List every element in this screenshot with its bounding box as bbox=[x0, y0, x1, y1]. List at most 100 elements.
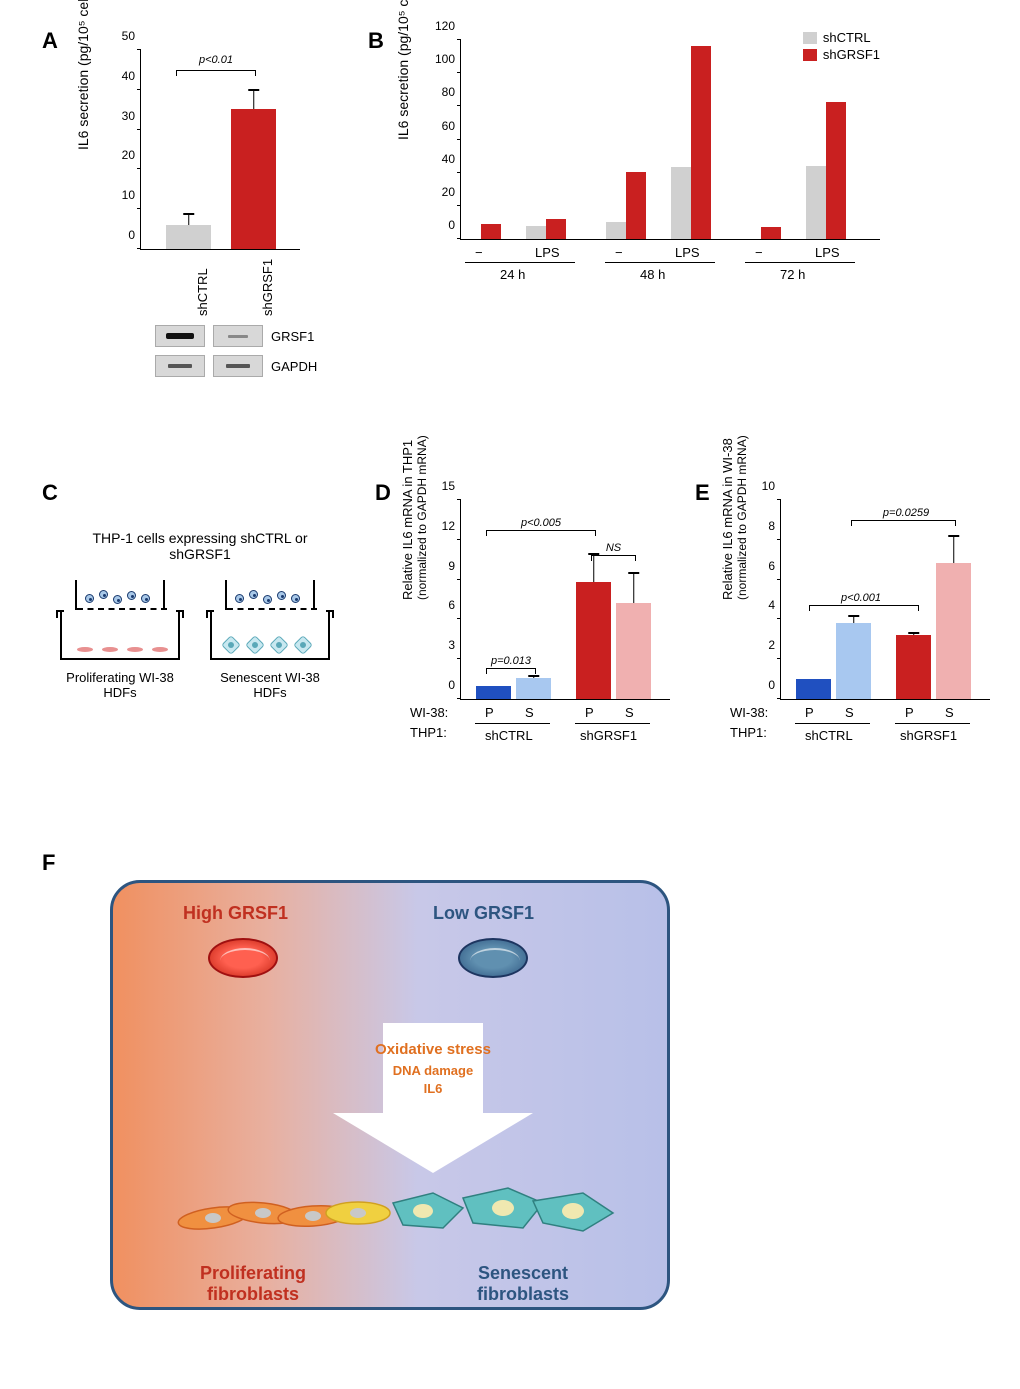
b-bar bbox=[526, 226, 546, 239]
e-ylab: 0 bbox=[768, 678, 781, 692]
d-cat: S bbox=[525, 705, 534, 720]
e-group-line bbox=[895, 723, 970, 724]
blot-lane bbox=[213, 325, 263, 347]
e-bar bbox=[936, 563, 971, 699]
d-row2-label: THP1: bbox=[410, 725, 447, 740]
mitochondria-red-icon bbox=[208, 938, 278, 978]
b-ytick bbox=[457, 139, 461, 140]
proliferating-cell-icon bbox=[152, 647, 168, 652]
blot-lane bbox=[213, 355, 263, 377]
e-bar bbox=[796, 679, 831, 699]
a-ytick bbox=[137, 248, 141, 249]
d-cat: S bbox=[625, 705, 634, 720]
thp1-cell-icon bbox=[141, 594, 150, 603]
thp1-cell-icon bbox=[235, 594, 244, 603]
d-ylabel2: (normalized to GAPDH mRNA) bbox=[415, 435, 429, 600]
senescent-cell-icon bbox=[269, 635, 289, 655]
mitochondria-blue-icon bbox=[458, 938, 528, 978]
thp1-cell-icon bbox=[263, 595, 272, 604]
e-row2-label: THP1: bbox=[730, 725, 767, 740]
a-yticklab: 10 bbox=[122, 188, 141, 202]
b-ytick bbox=[457, 238, 461, 239]
a-ytick bbox=[137, 49, 141, 50]
panel-label-d: D bbox=[375, 480, 391, 506]
b-cond: − bbox=[475, 245, 483, 260]
d-ylab: 12 bbox=[442, 519, 461, 533]
panel-b-chart: IL6 secretion (pg/10⁵ cells) shCTRL shGR… bbox=[380, 20, 900, 320]
e-bar bbox=[896, 635, 931, 699]
a-sig-text: p<0.01 bbox=[176, 54, 256, 66]
d-ytick bbox=[457, 698, 461, 699]
b-bar bbox=[806, 166, 826, 239]
b-bar bbox=[546, 219, 566, 239]
b-cond: LPS bbox=[815, 245, 840, 260]
d-sig-line bbox=[486, 668, 536, 669]
a-ylabel: IL6 secretion (pg/10⁵ cells) bbox=[75, 0, 91, 150]
b-time: 48 h bbox=[640, 267, 665, 282]
a-xlabel-shgrsf1: shGRSF1 bbox=[260, 259, 275, 316]
panel-c-diagram: THP-1 cells expressing shCTRL or shGRSF1 bbox=[40, 480, 350, 760]
e-cat: P bbox=[905, 705, 914, 720]
panel-label-f: F bbox=[42, 850, 55, 876]
thp1-cell-icon bbox=[113, 595, 122, 604]
thp1-cell-icon bbox=[277, 591, 286, 600]
b-cond: LPS bbox=[675, 245, 700, 260]
fibroblasts-illustration bbox=[163, 1173, 623, 1253]
a-yticklab: 20 bbox=[122, 148, 141, 162]
a-xlabel-shctrl: shCTRL bbox=[195, 268, 210, 316]
e-plot-area: 0 2 4 6 8 10 p<0.001 p=0.0259 bbox=[780, 500, 990, 700]
c-insert bbox=[225, 580, 315, 610]
e-ylabel2: (normalized to GAPDH mRNA) bbox=[735, 435, 749, 600]
c-well-senescent bbox=[210, 580, 330, 660]
d-ytick bbox=[457, 499, 461, 500]
b-ylab: 20 bbox=[442, 185, 461, 199]
blot-lane bbox=[155, 355, 205, 377]
thp1-cell-icon bbox=[85, 594, 94, 603]
e-ytick bbox=[777, 499, 781, 500]
b-bar bbox=[481, 224, 501, 239]
d-bar bbox=[576, 582, 611, 699]
e-err bbox=[913, 632, 915, 635]
b-ylabel: IL6 secretion (pg/10⁵ cells) bbox=[395, 0, 411, 140]
b-ytick bbox=[457, 172, 461, 173]
e-sig: p=0.0259 bbox=[866, 507, 946, 519]
d-bar bbox=[476, 686, 511, 699]
e-row1-label: WI-38: bbox=[730, 705, 768, 720]
c-well-body bbox=[60, 610, 180, 660]
b-ytick bbox=[457, 205, 461, 206]
a-plot-area: 0 10 20 30 40 50 p<0.01 bbox=[140, 50, 300, 250]
c-well-proliferating bbox=[60, 580, 180, 660]
blot-label: GRSF1 bbox=[271, 329, 314, 344]
e-cat: P bbox=[805, 705, 814, 720]
blot-lane bbox=[155, 325, 205, 347]
d-row1-label: WI-38: bbox=[410, 705, 448, 720]
a-yticklab: 50 bbox=[122, 29, 141, 43]
d-group-line bbox=[475, 723, 550, 724]
arrow-head bbox=[333, 1113, 533, 1173]
e-sig: p<0.001 bbox=[821, 592, 901, 604]
d-err bbox=[593, 553, 595, 582]
d-group: shGRSF1 bbox=[580, 728, 637, 743]
b-bar bbox=[691, 46, 711, 239]
d-ylab: 9 bbox=[448, 559, 461, 573]
a-ytick bbox=[137, 89, 141, 90]
panel-label-a: A bbox=[42, 28, 58, 54]
a-yticklab: 0 bbox=[128, 228, 141, 242]
e-group-line bbox=[795, 723, 870, 724]
d-ytick bbox=[457, 618, 461, 619]
b-ytick bbox=[457, 72, 461, 73]
e-ytick bbox=[777, 579, 781, 580]
e-err bbox=[953, 535, 955, 563]
c-label-prolif: Proliferating WI-38 HDFs bbox=[55, 670, 185, 700]
b-ylab: 80 bbox=[442, 85, 461, 99]
panel-f-diagram: High GRSF1 Low GRSF1 Oxidative stress DN… bbox=[90, 850, 690, 1350]
e-ylab: 4 bbox=[768, 598, 781, 612]
b-cond: − bbox=[755, 245, 763, 260]
d-ylabel: Relative IL6 mRNA in THP1 bbox=[400, 440, 415, 600]
e-ytick bbox=[777, 539, 781, 540]
d-group-line bbox=[575, 723, 650, 724]
f-arrow-text1: Oxidative stress bbox=[333, 1041, 533, 1058]
f-low-label: Low GRSF1 bbox=[433, 903, 534, 924]
thp1-cell-icon bbox=[249, 590, 258, 599]
a-yticklab: 40 bbox=[122, 69, 141, 83]
